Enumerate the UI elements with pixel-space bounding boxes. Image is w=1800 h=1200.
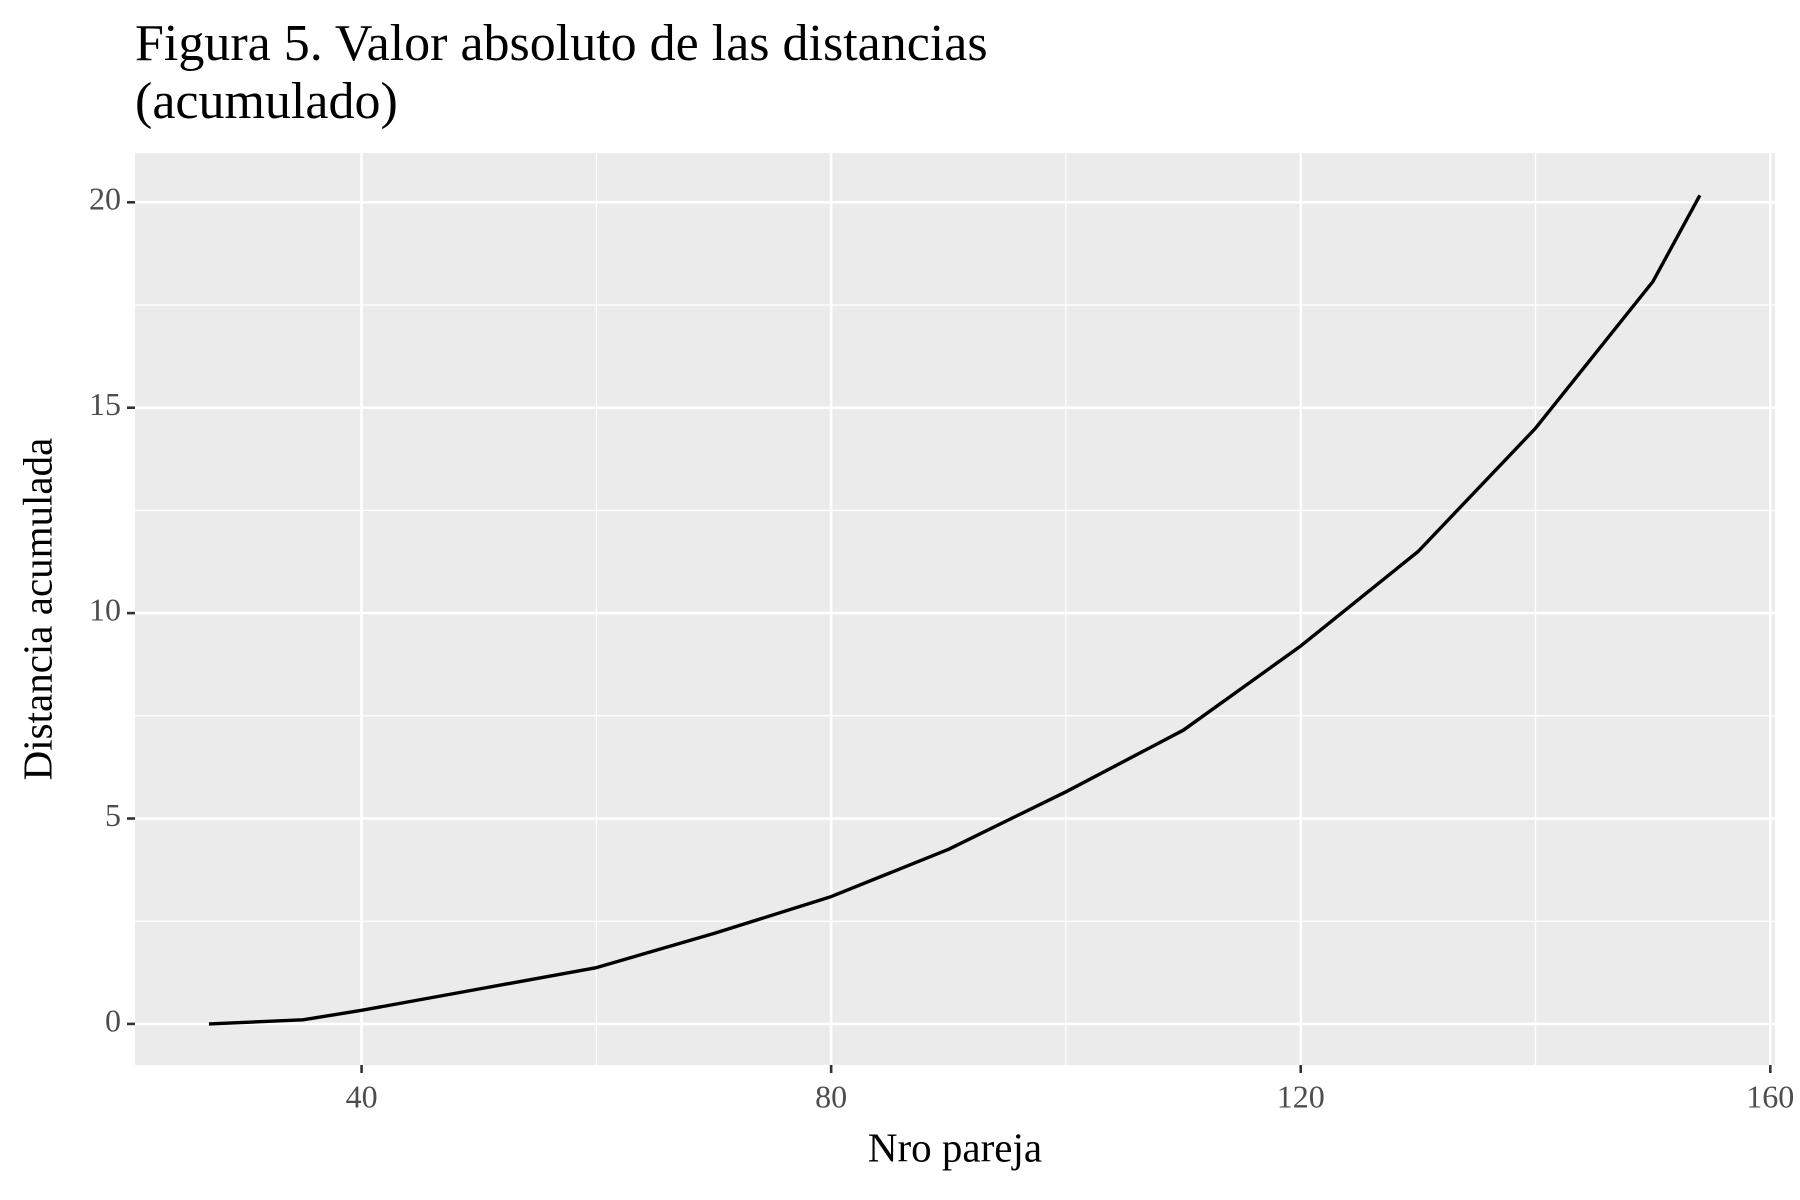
x-tick-label: 160: [1746, 1078, 1794, 1114]
y-tick-label: 15: [89, 386, 121, 422]
y-axis-title: Distancia acumulada: [14, 438, 60, 781]
x-tick-label: 80: [815, 1078, 847, 1114]
chart-title: (acumulado): [135, 73, 398, 130]
y-tick-label: 10: [89, 591, 121, 627]
y-tick-label: 20: [89, 181, 121, 217]
data-line: [208, 194, 1702, 1026]
x-axis-title: Nro pareja: [868, 1124, 1042, 1170]
x-tick-label: 40: [346, 1078, 378, 1114]
y-tick-label: 5: [105, 797, 121, 833]
chart-title: Figura 5. Valor absoluto de las distanci…: [135, 15, 988, 72]
panel: [135, 153, 1775, 1065]
y-tick-label: 0: [105, 1002, 121, 1038]
x-tick-label: 120: [1277, 1078, 1325, 1114]
